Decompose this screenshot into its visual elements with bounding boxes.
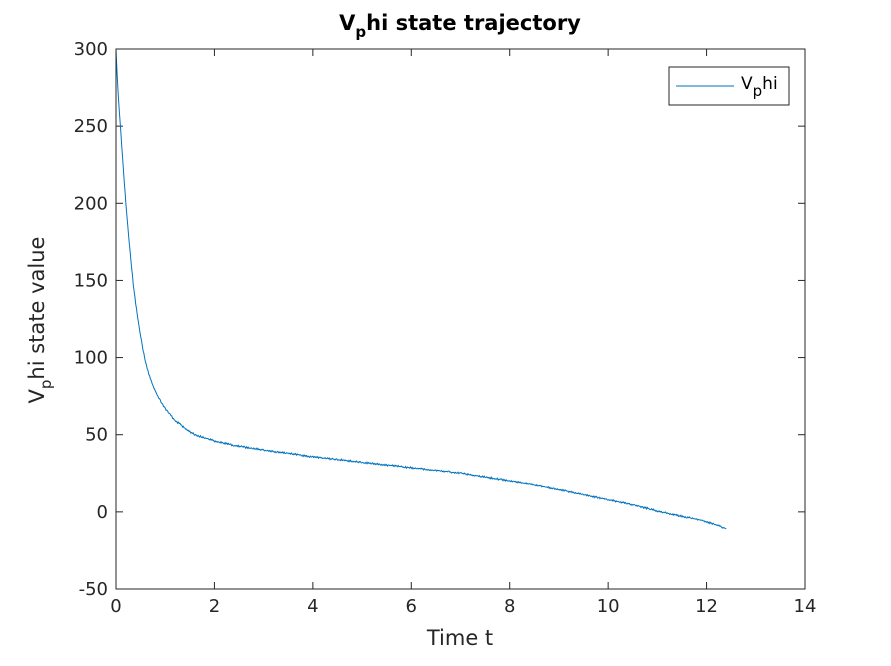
legend-entry-sub: p — [753, 82, 763, 100]
x-tick-label: 2 — [209, 596, 220, 617]
y-tick-label: 200 — [74, 193, 108, 214]
x-tick-label: 8 — [504, 596, 515, 617]
y-tick-label: 300 — [74, 39, 108, 60]
x-axis-label: Time t — [426, 626, 493, 650]
legend: Vphi — [668, 66, 790, 106]
x-tick-label: 6 — [406, 596, 417, 617]
plot-area-frame — [115, 48, 806, 590]
y-tick-label: 100 — [74, 348, 108, 369]
chart-title-base: V — [339, 11, 356, 35]
x-tick-label: 14 — [794, 596, 817, 617]
x-tick-label: 10 — [597, 596, 620, 617]
y-tick-label: 150 — [74, 270, 108, 291]
y-tick-label: 0 — [97, 502, 108, 523]
y-tick-label: -50 — [79, 579, 108, 600]
chart-title-sub: p — [355, 23, 366, 41]
series-layer — [115, 48, 727, 530]
y-tick-label: 250 — [74, 116, 108, 137]
legend-entry-base: V — [741, 74, 753, 94]
legend-entry-rest: hi — [762, 74, 778, 94]
chart-title: Vphi state trajectory — [339, 11, 581, 41]
y-axis-label-base: V — [25, 388, 49, 403]
x-tick-label: 12 — [695, 596, 718, 617]
series-line — [115, 48, 727, 530]
y-tick-label: 50 — [85, 425, 108, 446]
x-tick-label: 0 — [110, 596, 121, 617]
x-tick-label: 4 — [307, 596, 318, 617]
y-axis-label-sub: p — [37, 380, 55, 390]
chart-title-rest: hi state trajectory — [366, 11, 581, 35]
y-axis-label-rest: hi state value — [25, 237, 49, 380]
legend-entry: Vphi — [741, 74, 778, 100]
y-axis-label: Vphi state value — [25, 237, 55, 404]
